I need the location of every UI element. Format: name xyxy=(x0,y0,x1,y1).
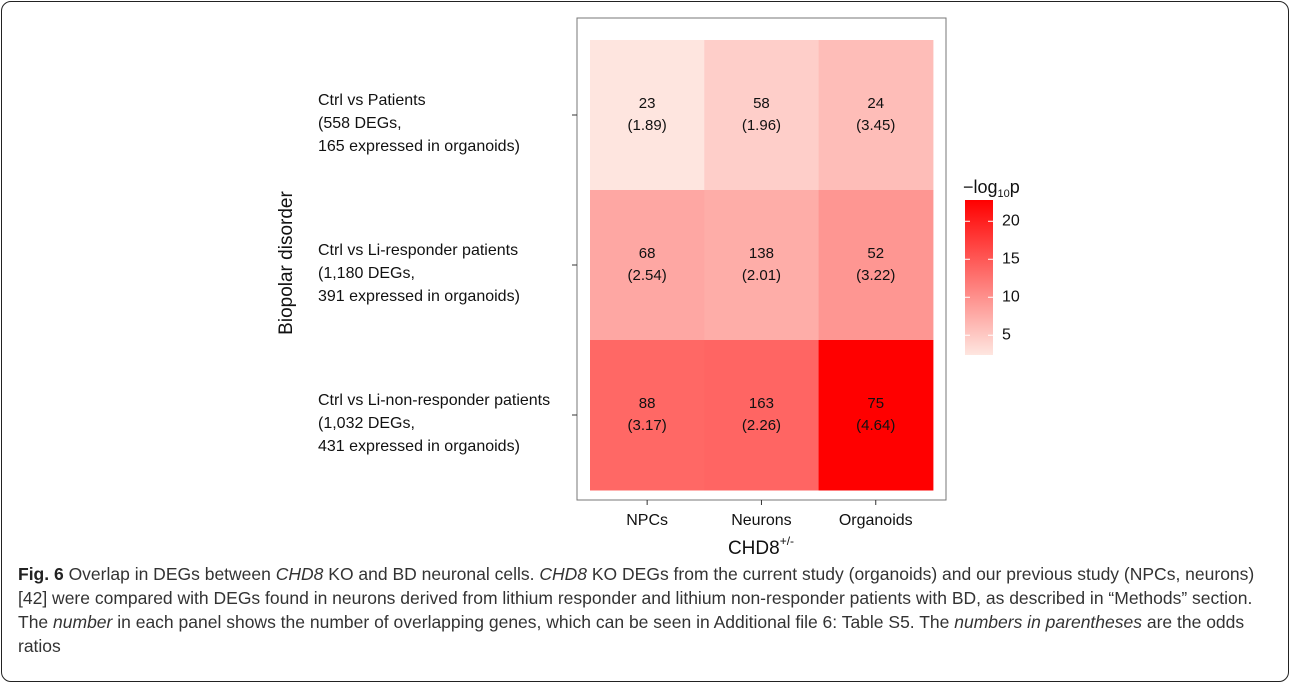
y-tick-label: (1,032 DEGs, xyxy=(318,415,415,432)
caption-italic: numbers in parentheses xyxy=(954,612,1142,632)
caption-italic: number xyxy=(53,612,113,632)
y-tick-label: 165 expressed in organoids) xyxy=(318,138,520,155)
colorbar-tick-label: 10 xyxy=(1002,288,1020,305)
colorbar-tick-label: 20 xyxy=(1002,212,1020,229)
heatmap-cell xyxy=(818,40,934,191)
cell-odds-ratio: (1.89) xyxy=(628,117,667,134)
caption-text: in each panel shows the number of overla… xyxy=(112,612,955,632)
y-tick-label: Ctrl vs Li-non-responder patients xyxy=(318,392,550,409)
x-axis-label-main: CHD8 xyxy=(728,538,780,559)
cell-count: 52 xyxy=(867,245,884,262)
caption-text: Overlap in DEGs between xyxy=(63,564,276,584)
heatmap-cell xyxy=(704,190,820,341)
heatmap-cell xyxy=(590,40,705,191)
colorbar-title-p: p xyxy=(1010,177,1020,197)
caption-text: KO and BD neuronal cells. xyxy=(323,564,540,584)
y-tick-label: (1,180 DEGs, xyxy=(318,265,415,282)
colorbar-tick-label: 5 xyxy=(1002,326,1011,343)
y-tick-label: 391 expressed in organoids) xyxy=(318,288,520,305)
caption-italic: CHD8 xyxy=(275,564,324,584)
y-tick-label: Ctrl vs Li-responder patients xyxy=(318,242,518,259)
cell-odds-ratio: (3.45) xyxy=(856,117,895,134)
cell-odds-ratio: (3.22) xyxy=(856,267,895,284)
colorbar xyxy=(965,200,993,355)
cell-count: 88 xyxy=(639,395,656,412)
colorbar-title: −log10p xyxy=(963,177,1020,200)
cell-odds-ratio: (2.01) xyxy=(742,267,781,284)
cell-count: 23 xyxy=(639,95,656,112)
cell-odds-ratio: (4.64) xyxy=(856,417,895,434)
colorbar-title-sub: 10 xyxy=(998,188,1010,200)
x-axis-label-sup: +/- xyxy=(780,534,794,548)
cell-count: 138 xyxy=(749,245,774,262)
x-tick-label: Organoids xyxy=(839,512,913,529)
caption-text: KO DEGs from the current study (organoid… xyxy=(18,564,1255,632)
y-tick-label: 431 expressed in organoids) xyxy=(318,438,520,455)
cell-odds-ratio: (1.96) xyxy=(742,117,781,134)
heatmap-cell xyxy=(818,340,934,491)
colorbar-tick-label: 15 xyxy=(1002,250,1020,267)
cell-odds-ratio: (3.17) xyxy=(628,417,667,434)
x-tick-label: NPCs xyxy=(626,512,668,529)
cell-count: 163 xyxy=(749,395,774,412)
cell-count: 58 xyxy=(753,95,770,112)
heatmap-cell xyxy=(704,40,820,191)
cell-count: 68 xyxy=(639,245,656,262)
figure-caption: Fig. 6 Overlap in DEGs between CHD8 KO a… xyxy=(18,562,1274,658)
heatmap-cell xyxy=(590,190,705,341)
x-axis-label: CHD8+/- xyxy=(728,534,794,559)
cell-odds-ratio: (2.54) xyxy=(628,267,667,284)
heatmap-cell xyxy=(704,340,820,491)
heatmap-cell xyxy=(818,190,934,341)
colorbar-title-main: −log xyxy=(963,177,998,197)
x-tick-label: Neurons xyxy=(731,512,791,529)
cell-count: 24 xyxy=(867,95,884,112)
y-tick-label: (558 DEGs, xyxy=(318,115,402,132)
y-axis-label: Biopolar disorder xyxy=(276,191,297,335)
y-tick-label: Ctrl vs Patients xyxy=(318,92,426,109)
chart: Biopolar disorder CHD8+/- −log10p NPCs Ne… xyxy=(276,17,1020,559)
cell-odds-ratio: (2.26) xyxy=(742,417,781,434)
caption-italic: CHD8 xyxy=(539,564,588,584)
heatmap-cell xyxy=(590,340,705,491)
caption-label: Fig. 6 xyxy=(18,564,64,584)
cell-count: 75 xyxy=(867,395,884,412)
caption-text: are the odds ratios xyxy=(18,612,1245,656)
